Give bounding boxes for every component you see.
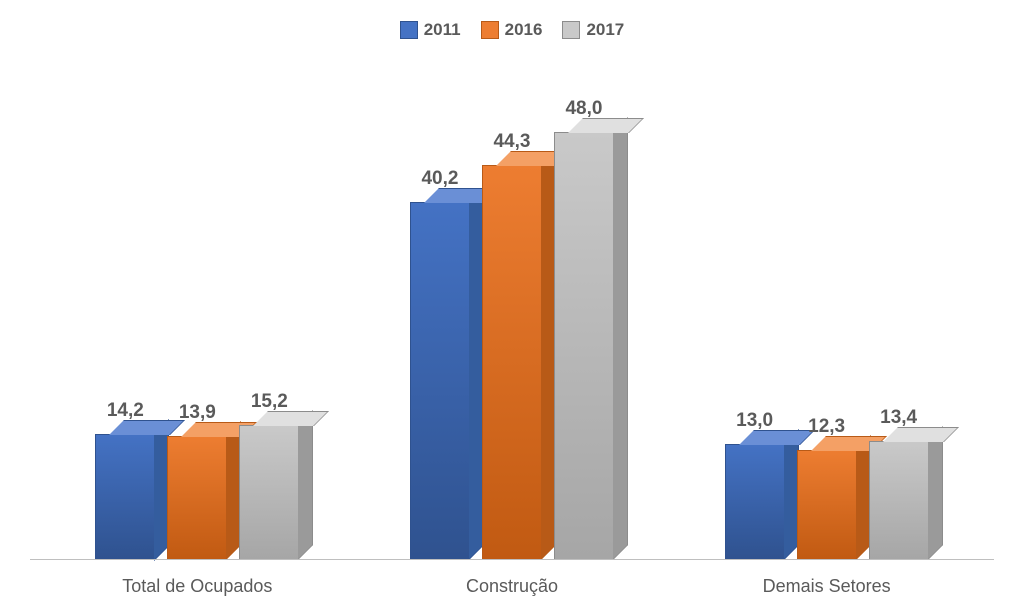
bar-front	[554, 132, 614, 560]
bar-top	[739, 430, 815, 445]
category-label: Total de Ocupados	[67, 576, 327, 597]
value-label: 48,0	[565, 98, 602, 120]
bar-2016: 12,3	[797, 450, 857, 560]
chart-container: 201120162017 14,213,915,240,244,348,013,…	[0, 0, 1024, 615]
bar-groups: 14,213,915,240,244,348,013,012,313,4	[40, 70, 984, 560]
bar-front	[869, 441, 929, 560]
value-label: 13,0	[736, 410, 773, 432]
bar-front	[725, 444, 785, 560]
value-label: 14,2	[107, 400, 144, 422]
category-label: Demais Setores	[697, 576, 957, 597]
bar-2017: 15,2	[239, 425, 299, 560]
bar-front	[410, 202, 470, 560]
value-label: 40,2	[421, 168, 458, 190]
bar-group: 13,012,313,4	[725, 441, 929, 560]
value-label: 15,2	[251, 391, 288, 413]
bar-top	[568, 118, 644, 133]
legend-item-2016: 2016	[481, 20, 543, 40]
bar-front	[167, 436, 227, 560]
x-axis-labels: Total de Ocupados Construção Demais Setore…	[40, 576, 984, 597]
value-label: 12,3	[808, 416, 845, 438]
legend-swatch-2016	[481, 21, 499, 39]
bar-2017: 48,0	[554, 132, 614, 560]
bar-top	[883, 427, 959, 442]
bar-2011: 40,2	[410, 202, 470, 560]
bar-2016: 13,9	[167, 436, 227, 560]
bar-group: 40,244,348,0	[410, 132, 614, 560]
legend-label-2016: 2016	[505, 20, 543, 40]
legend-swatch-2011	[400, 21, 418, 39]
bar-side	[928, 426, 943, 560]
bar-top	[253, 411, 329, 426]
value-label: 13,4	[880, 407, 917, 429]
legend-swatch-2017	[562, 21, 580, 39]
bar-front	[797, 450, 857, 560]
bar-top	[109, 420, 185, 435]
bar-front	[482, 165, 542, 560]
value-label: 13,9	[179, 402, 216, 424]
bar-front	[95, 434, 155, 561]
bar-2016: 44,3	[482, 165, 542, 560]
bar-front	[239, 425, 299, 560]
bar-2017: 13,4	[869, 441, 929, 560]
legend-item-2011: 2011	[400, 20, 461, 40]
category-label: Construção	[382, 576, 642, 597]
bar-group: 14,213,915,2	[95, 425, 299, 560]
legend-label-2011: 2011	[424, 20, 461, 40]
legend-label-2017: 2017	[586, 20, 624, 40]
plot-area: 14,213,915,240,244,348,013,012,313,4	[40, 70, 984, 560]
legend: 2011 2016 2017	[0, 20, 1024, 44]
value-label: 44,3	[493, 131, 530, 153]
x-axis-baseline	[30, 559, 994, 560]
bar-side	[613, 117, 628, 560]
legend-item-2017: 2017	[562, 20, 624, 40]
bar-2011: 13,0	[725, 444, 785, 560]
bar-2011: 14,2	[95, 434, 155, 561]
bar-side	[298, 410, 313, 560]
